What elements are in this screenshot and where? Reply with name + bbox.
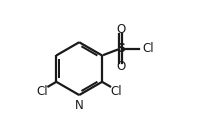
Text: N: N xyxy=(75,99,84,112)
Text: Cl: Cl xyxy=(142,42,154,55)
Text: S: S xyxy=(116,42,125,55)
Text: O: O xyxy=(116,60,125,73)
Text: O: O xyxy=(116,23,125,36)
Text: Cl: Cl xyxy=(110,85,122,98)
Text: Cl: Cl xyxy=(37,85,49,98)
